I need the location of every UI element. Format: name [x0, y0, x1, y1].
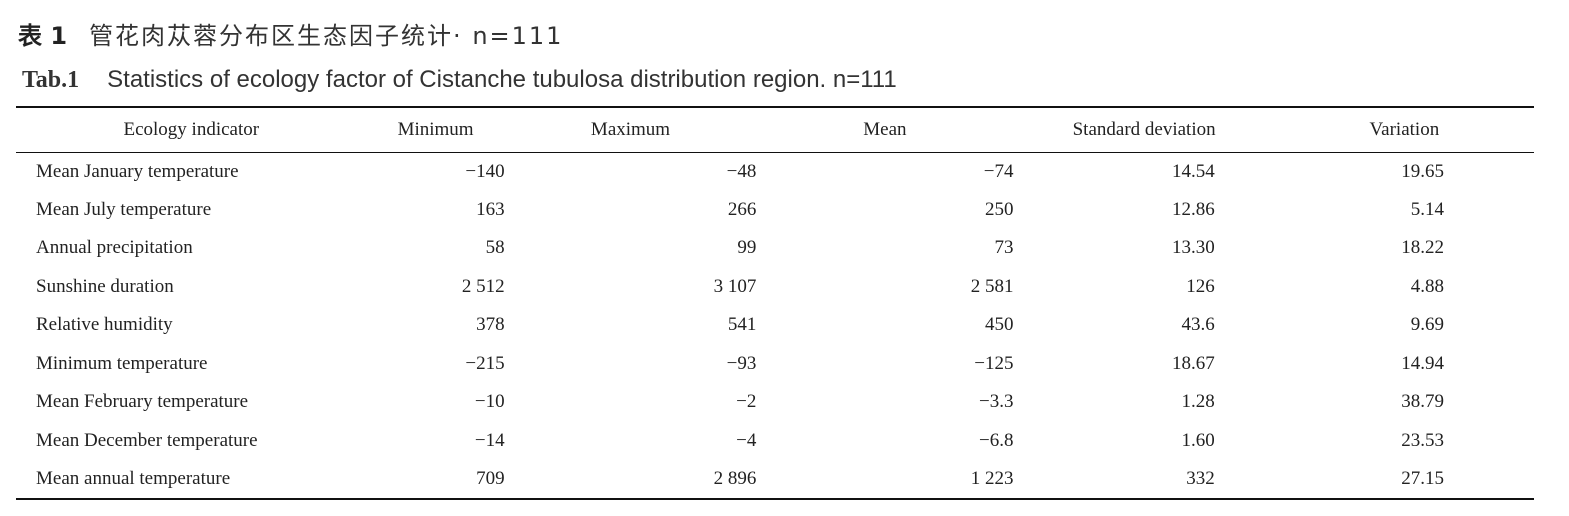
- row-label: Minimum temperature: [36, 352, 208, 374]
- header-row: Ecology indicator Minimum Maximum Mean Stand…: [16, 107, 1534, 152]
- table-row: Minimum temperature −215 −93 −125 18.67 14.94: [16, 345, 1534, 384]
- column-header: Standard deviation: [1072, 118, 1216, 140]
- cell: 12.86: [1172, 198, 1215, 220]
- cell: −6.8: [978, 429, 1014, 451]
- row-label: Sunshine duration: [36, 275, 174, 297]
- cell: −93: [726, 352, 757, 374]
- cell: 43.6: [1181, 314, 1215, 336]
- cell: −10: [474, 391, 505, 413]
- row-label: Mean February temperature: [36, 391, 249, 413]
- cell: 1 223: [970, 467, 1014, 489]
- cell: 2 512: [461, 275, 505, 297]
- cell: 4.88: [1410, 275, 1444, 297]
- table-row: Mean February temperature −10 −2 −3.3 1.28 38…: [16, 383, 1534, 422]
- cell: 332: [1186, 467, 1215, 489]
- cell: 27.15: [1401, 467, 1444, 489]
- cell: 14.94: [1401, 352, 1444, 374]
- table-row: Sunshine duration 2 512 3 107 2 581 126 4.88: [16, 268, 1534, 307]
- cell: −48: [726, 160, 757, 182]
- table-row: Mean July temperature 163 266 250 12.86 5.14: [16, 191, 1534, 230]
- table-label: 表 1: [18, 22, 68, 50]
- row-label: Mean annual temperature: [36, 467, 231, 489]
- cell: −3.3: [978, 391, 1014, 413]
- cell: −215: [465, 352, 505, 374]
- row-label: Mean January temperature: [36, 160, 239, 182]
- cell: 1.60: [1181, 429, 1215, 451]
- cell: 1.28: [1181, 391, 1215, 413]
- cell: 126: [1186, 275, 1215, 297]
- cell: 73: [994, 237, 1014, 259]
- cell: 250: [984, 198, 1014, 220]
- cell: 3 107: [713, 275, 757, 297]
- table-label: Tab.1: [22, 67, 80, 93]
- cell: 450: [984, 314, 1014, 336]
- table-row: Mean December temperature −14 −4 −6.8 1.60 23…: [16, 422, 1534, 461]
- cell: 58: [485, 237, 505, 259]
- table-row: Mean annual temperature 709 2 896 1 223 332 2…: [16, 460, 1534, 499]
- cell: −125: [974, 352, 1014, 374]
- title-en: Tab.1 Statistics of ecology factor of Cis…: [22, 66, 897, 94]
- column-header: Maximum: [590, 118, 671, 140]
- title-text: 管花肉苁蓉分布区生态因子统计· n=111: [89, 22, 564, 50]
- cell: 709: [476, 467, 505, 489]
- cell: 23.53: [1401, 429, 1444, 451]
- table-row: Annual precipitation 58 99 73 13.30 18.22: [16, 229, 1534, 268]
- column-header: Variation: [1369, 118, 1440, 140]
- column-header: Mean: [863, 118, 907, 140]
- cell: 2 581: [970, 275, 1014, 297]
- cell: 14.54: [1172, 160, 1215, 182]
- title-cn: 表 1 管花肉苁蓉分布区生态因子统计· n=111: [18, 16, 563, 51]
- cell: −74: [983, 160, 1014, 182]
- cell: 541: [727, 314, 757, 336]
- cell: 266: [727, 198, 757, 220]
- table-body: Mean January temperature −140 −48 −74 14.54 1…: [16, 152, 1534, 499]
- cell: 378: [476, 314, 505, 336]
- cell: 19.65: [1401, 160, 1444, 182]
- row-label: Mean December temperature: [36, 429, 258, 451]
- cell: 18.22: [1401, 237, 1444, 259]
- cell: −140: [465, 160, 505, 182]
- table-row: Relative humidity 378 541 450 43.6 9.69: [16, 306, 1534, 345]
- column-header: Minimum: [397, 118, 474, 140]
- row-label: Mean July temperature: [36, 198, 212, 220]
- cell: −2: [736, 391, 757, 413]
- cell: 163: [476, 198, 505, 220]
- cell: 18.67: [1172, 352, 1215, 374]
- table-row: Mean January temperature −140 −48 −74 14.54 1…: [16, 152, 1534, 191]
- cell: 9.69: [1410, 314, 1444, 336]
- column-header: Ecology indicator: [123, 118, 260, 140]
- cell: 13.30: [1172, 237, 1215, 259]
- row-label: Annual precipitation: [36, 237, 193, 259]
- cell: 2 896: [713, 467, 757, 489]
- row-label: Relative humidity: [36, 314, 173, 336]
- cell: 5.14: [1410, 198, 1444, 220]
- cell: −14: [474, 429, 505, 451]
- title-text: Statistics of ecology factor of Cistanch…: [107, 66, 897, 93]
- cell: 38.79: [1401, 391, 1444, 413]
- cell: −4: [736, 429, 757, 451]
- data-table: Ecology indicator Minimum Maximum Mean Stand…: [16, 106, 1534, 500]
- cell: 99: [737, 237, 757, 259]
